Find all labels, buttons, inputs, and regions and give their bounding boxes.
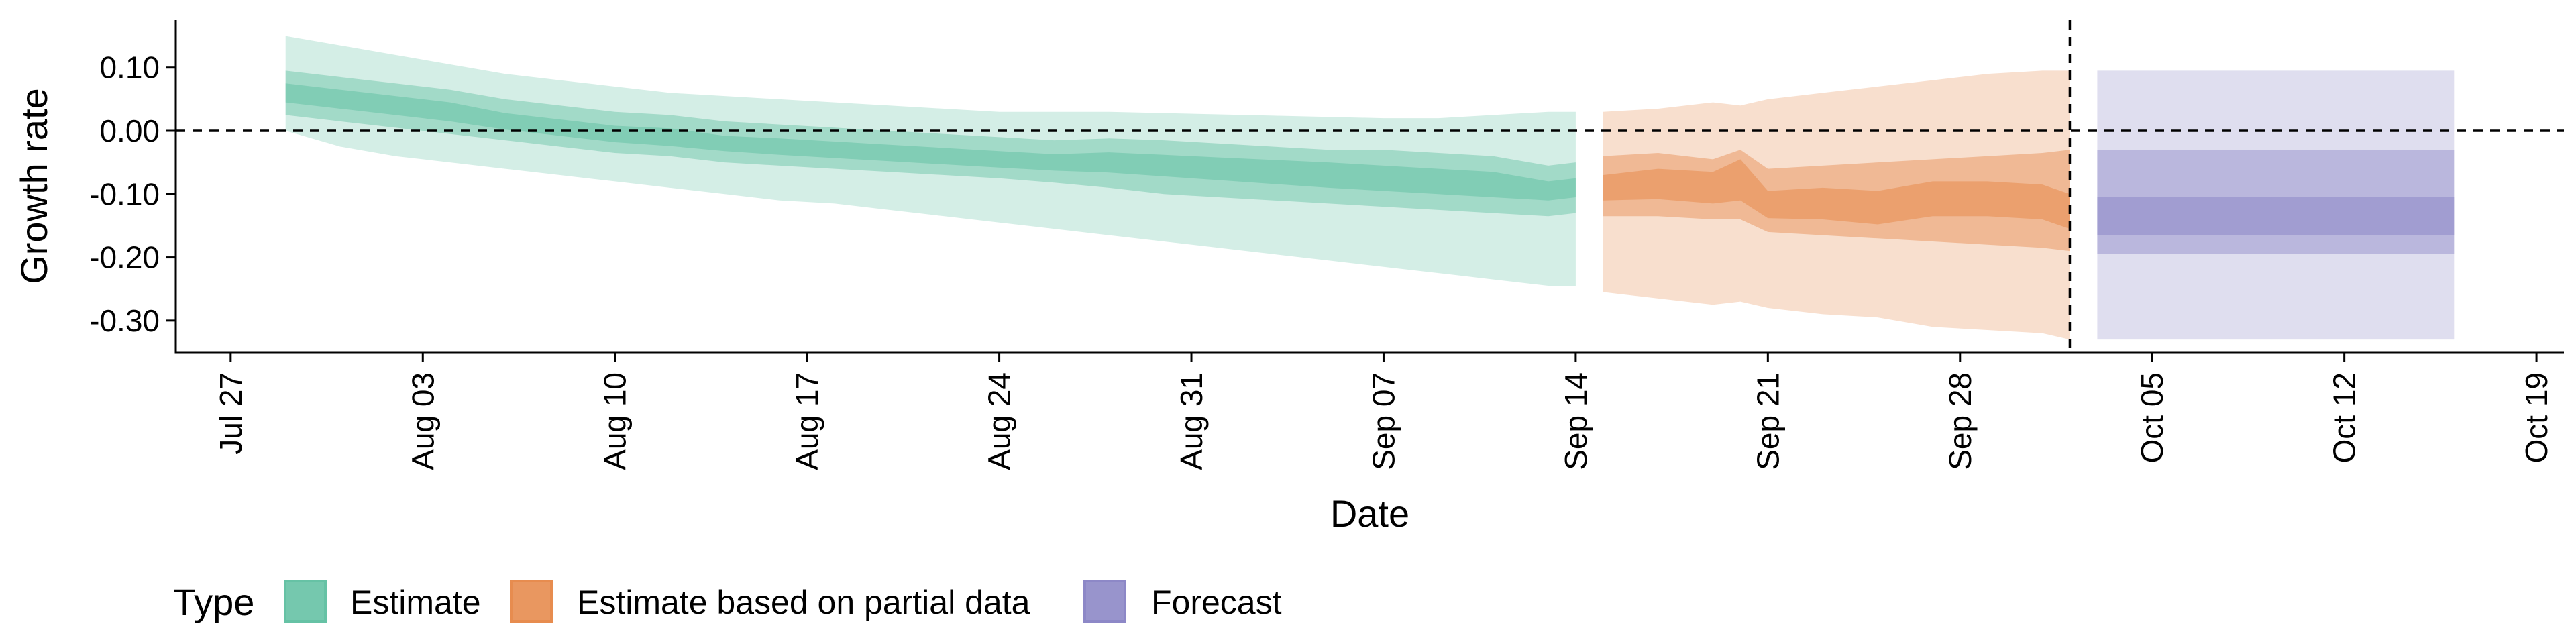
x-tick-label: Aug 31 [1174,372,1209,470]
legend-item: Estimate based on partial data [510,580,1030,623]
x-tick-label: Jul 27 [213,372,248,455]
x-tick-label: Aug 24 [982,372,1017,470]
legend-label: Estimate based on partial data [577,584,1030,621]
y-axis-title: Growth rate [13,88,55,284]
forecast-band-20 [2097,197,2455,235]
legend-swatch [510,580,553,623]
x-tick-label: Oct 05 [2135,372,2169,464]
legend-title: Type [173,581,254,623]
legend: Type Estimate Estimate based on partial d… [173,580,1282,623]
x-tick-label: Oct 19 [2519,372,2554,464]
x-tick-label: Aug 03 [405,372,440,470]
x-tick-label: Sep 07 [1366,372,1401,470]
legend-item: Estimate [284,580,481,623]
legend-item: Forecast [1083,580,1282,623]
x-axis-ticks: Jul 27 Aug 03 Aug 10 Aug 17 Aug 24 Aug 31 Sep … [213,352,2554,470]
y-tick-label: -0.20 [89,240,160,275]
legend-swatch [284,580,327,623]
x-tick-label: Sep 21 [1750,372,1785,470]
x-axis-title: Date [1330,492,1409,535]
x-tick-label: Aug 17 [790,372,824,470]
y-axis-ticks: 0.10 0.00 -0.10 -0.20 -0.30 [89,50,176,338]
legend-label: Forecast [1151,584,1282,621]
ribbon-bands [285,36,2455,340]
legend-label: Estimate [350,584,481,621]
x-tick-label: Aug 10 [598,372,633,470]
y-tick-label: -0.30 [89,303,160,338]
x-tick-label: Sep 28 [1943,372,1978,470]
y-tick-label: -0.10 [89,176,160,211]
x-tick-label: Sep 14 [1558,372,1593,470]
legend-swatch [1083,580,1126,623]
y-tick-label: 0.00 [99,113,160,148]
estimate-band-20 [285,83,1576,201]
x-tick-label: Oct 12 [2327,372,2362,464]
estimate-based-on-partial-data-band-20 [1603,159,2070,229]
y-tick-label: 0.10 [99,50,160,85]
